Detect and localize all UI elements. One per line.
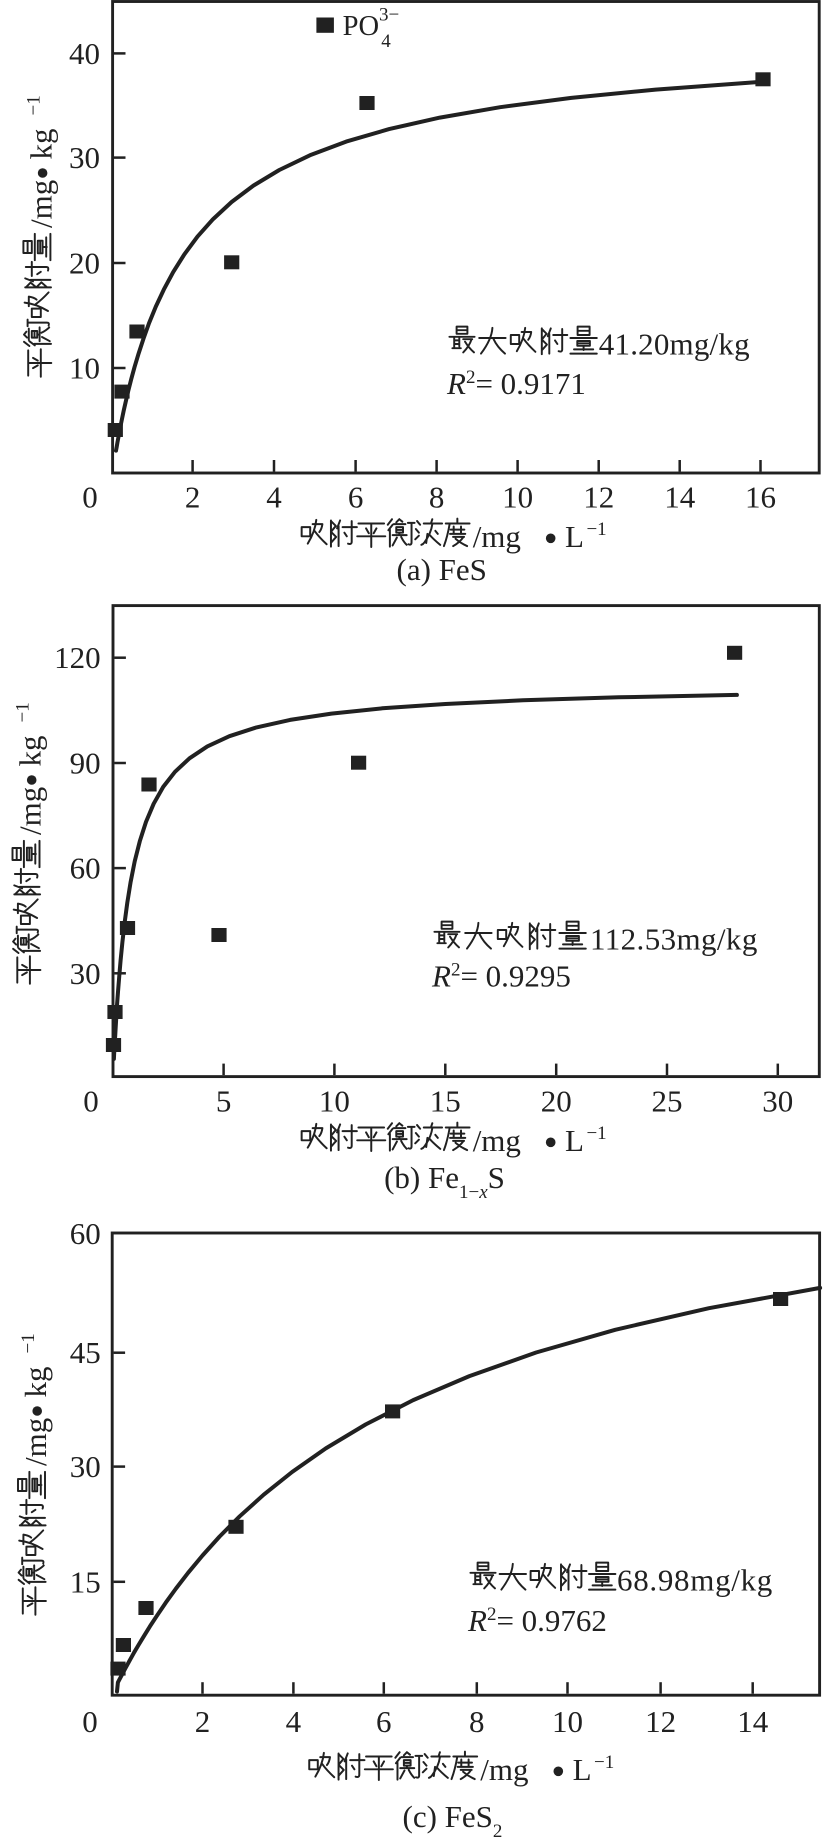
svg-text:60: 60: [70, 851, 101, 886]
svg-text:0: 0: [82, 1704, 98, 1739]
svg-text:41.20mg/kg: 41.20mg/kg: [599, 327, 750, 362]
svg-text:20: 20: [69, 246, 100, 281]
svg-text:8: 8: [429, 480, 445, 515]
svg-text:14: 14: [664, 480, 696, 515]
svg-text:30: 30: [70, 956, 101, 991]
svg-text:5: 5: [216, 1084, 232, 1119]
svg-text:10: 10: [552, 1704, 583, 1739]
svg-text:12: 12: [583, 480, 614, 515]
svg-text:14: 14: [737, 1704, 769, 1739]
svg-text:45: 45: [70, 1335, 101, 1370]
svg-text:kg−1: kg−1: [12, 702, 47, 766]
svg-text:30: 30: [70, 1449, 101, 1484]
svg-text:/mg: /mg: [473, 519, 521, 554]
svg-text:4: 4: [286, 1704, 302, 1739]
svg-text:15: 15: [70, 1564, 101, 1599]
svg-text:30: 30: [762, 1084, 793, 1119]
svg-text:68.98mg/kg: 68.98mg/kg: [617, 1563, 773, 1598]
svg-text:20: 20: [541, 1084, 572, 1119]
svg-text:R2= 0.9171: R2= 0.9171: [446, 366, 586, 401]
svg-text:40: 40: [69, 36, 100, 71]
svg-text:kg−1: kg−1: [18, 1333, 53, 1397]
svg-text:60: 60: [70, 1216, 101, 1251]
svg-text:10: 10: [502, 480, 533, 515]
svg-text:2: 2: [195, 1704, 211, 1739]
svg-text:/mg: /mg: [473, 1123, 521, 1158]
svg-text:(c) FeS2: (c) FeS2: [403, 1799, 503, 1842]
svg-text:2: 2: [185, 480, 201, 515]
svg-text:L−1: L −1: [565, 519, 607, 554]
svg-text:R2= 0.9295: R2= 0.9295: [431, 959, 571, 994]
svg-text:(b) Fe1−xS: (b) Fe1−xS: [384, 1160, 505, 1203]
svg-text:4: 4: [266, 480, 282, 515]
svg-text:30: 30: [69, 140, 100, 175]
svg-text:/mg: /mg: [23, 180, 58, 228]
svg-text:10: 10: [69, 351, 100, 386]
svg-text:0: 0: [83, 1084, 99, 1119]
svg-text:kg−1: kg−1: [23, 95, 58, 159]
svg-text:/mg: /mg: [12, 787, 47, 835]
svg-text:PO3−4: PO3− 4: [343, 5, 400, 53]
svg-text:L−1: L −1: [565, 1123, 607, 1158]
svg-text:15: 15: [430, 1084, 461, 1119]
svg-text:12: 12: [645, 1704, 676, 1739]
svg-text:6: 6: [376, 1704, 392, 1739]
svg-text:10: 10: [319, 1084, 350, 1119]
svg-text:120: 120: [54, 640, 101, 675]
svg-text:0: 0: [82, 480, 98, 515]
svg-text:6: 6: [348, 480, 364, 515]
svg-text:/mg: /mg: [18, 1418, 53, 1466]
svg-text:16: 16: [745, 480, 776, 515]
svg-text:L−1: L −1: [573, 1752, 615, 1787]
svg-text:90: 90: [70, 746, 101, 781]
svg-text:25: 25: [652, 1084, 683, 1119]
svg-text:(a) FeS: (a) FeS: [397, 552, 487, 587]
svg-text:R2= 0.9762: R2= 0.9762: [467, 1603, 607, 1638]
svg-text:/mg: /mg: [480, 1752, 528, 1787]
svg-text:8: 8: [469, 1704, 485, 1739]
svg-text:112.53mg/kg: 112.53mg/kg: [590, 922, 758, 957]
